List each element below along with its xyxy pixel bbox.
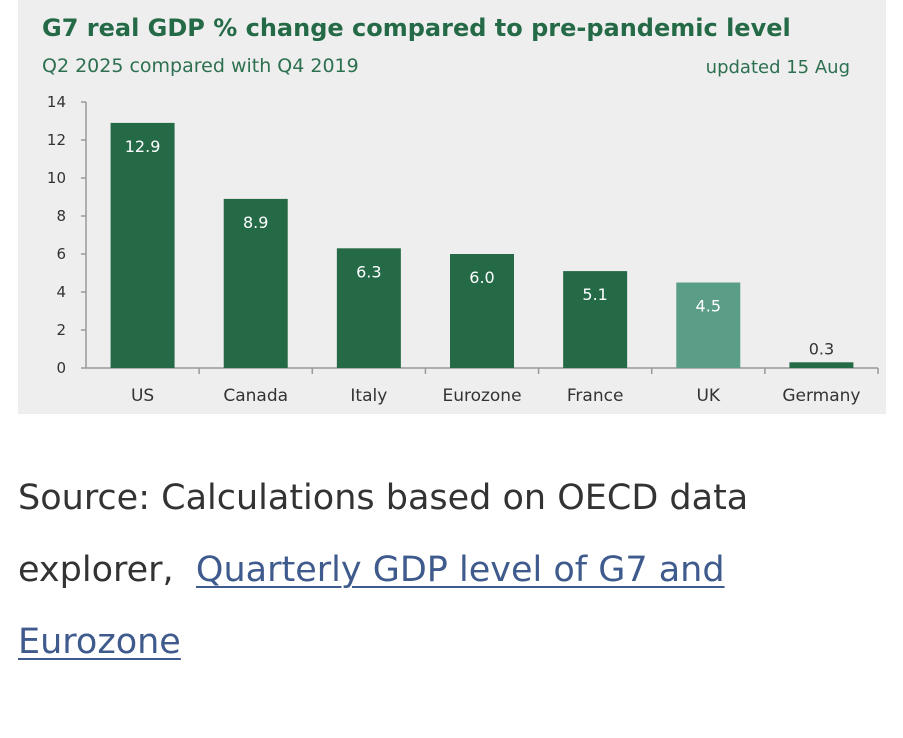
x-tick-label: UK	[696, 386, 720, 406]
bar	[110, 122, 175, 369]
y-tick-label: 8	[56, 207, 66, 225]
source-note: Source: Calculations based on OECD data …	[18, 462, 878, 678]
source-link[interactable]: Quarterly GDP level of G7 and Eurozone	[18, 550, 725, 662]
bar-value-label: 0.3	[809, 339, 834, 358]
bar-value-label: 8.9	[243, 213, 268, 232]
source-prefix: Source: Calculations based on OECD data …	[18, 478, 749, 590]
bar-value-label: 4.5	[696, 297, 721, 316]
x-tick-label: US	[131, 386, 154, 406]
bar	[336, 248, 401, 368]
chart-panel: G7 real GDP % change compared to pre-pan…	[18, 0, 886, 414]
y-tick-label: 14	[47, 93, 66, 111]
x-tick-label: France	[567, 386, 624, 406]
chart-subtitle: Q2 2025 compared with Q4 2019	[42, 55, 359, 77]
bar-value-label: 6.3	[356, 262, 381, 281]
x-tick-label: Germany	[782, 386, 860, 406]
y-tick-label: 10	[47, 169, 66, 187]
y-tick-label: 2	[56, 321, 66, 339]
bar-value-label: 6.0	[469, 268, 494, 287]
bar	[676, 282, 741, 368]
chart-title: G7 real GDP % change compared to pre-pan…	[42, 14, 791, 42]
x-tick-label: Eurozone	[442, 386, 521, 406]
y-tick-label: 0	[56, 359, 66, 377]
x-tick-label: Canada	[223, 386, 288, 406]
bar-chart: 0 2 4 6 8 10 12 14 12.9 US 8.9 Canada 6.3 Italy 6.0 Eur…	[47, 93, 879, 406]
bar	[450, 254, 514, 368]
y-tick-label: 4	[56, 283, 66, 301]
chart-updated-note: updated 15 Aug	[705, 57, 850, 78]
y-tick-label: 6	[56, 245, 66, 263]
bar	[789, 362, 854, 368]
x-tick-label: Italy	[350, 386, 387, 406]
bar	[223, 198, 288, 368]
y-tick-label: 12	[47, 131, 66, 149]
bar	[563, 271, 628, 368]
bar-value-label: 12.9	[125, 137, 161, 156]
bar-value-label: 5.1	[582, 285, 607, 304]
